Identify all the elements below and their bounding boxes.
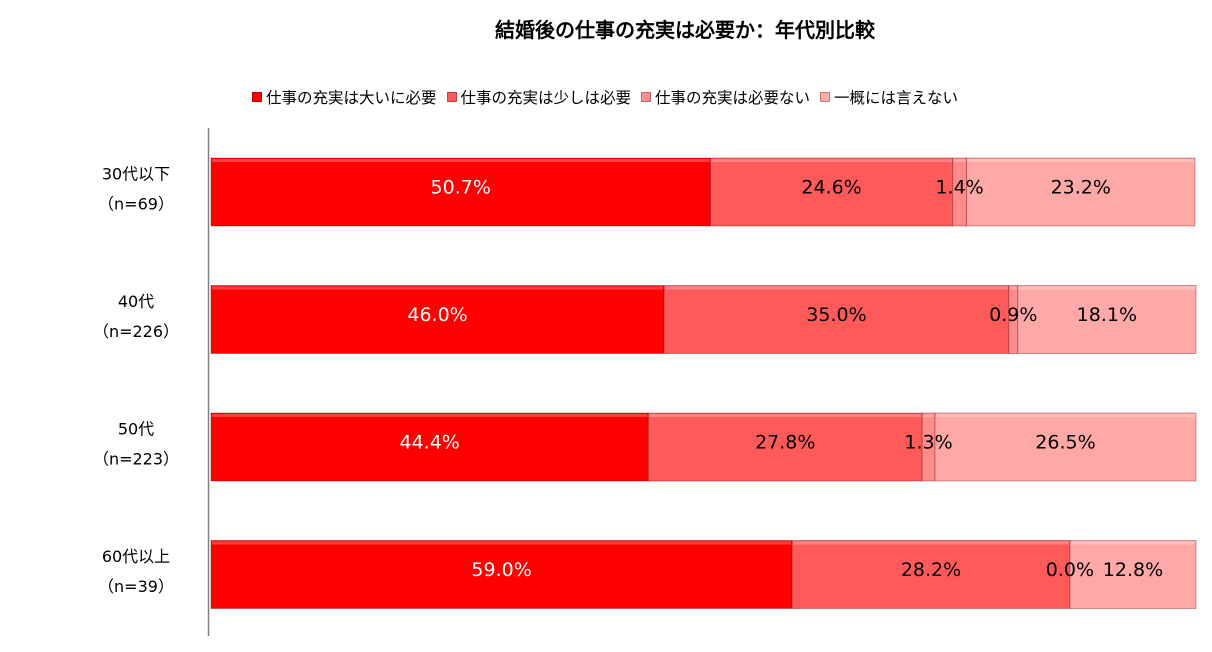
legend-swatch <box>820 92 831 102</box>
bar-highlight <box>953 159 966 162</box>
data-label: 27.8% <box>755 432 815 454</box>
bar-segment <box>934 412 1197 482</box>
data-label: 35.0% <box>806 304 866 326</box>
legend-item: 仕事の充実は必要ない <box>641 86 810 108</box>
category-sample-size: （n=69） <box>98 195 174 214</box>
bar-highlight <box>212 541 792 545</box>
bar-highlight <box>793 541 1069 545</box>
bar-segment <box>965 157 1196 227</box>
legend-label: 一概には言えない <box>834 89 959 107</box>
bar-segment <box>1069 540 1197 609</box>
category-label: 50代 <box>118 420 154 439</box>
legend-label: 仕事の充実は必要ない <box>655 89 811 107</box>
data-label: 59.0% <box>471 559 531 581</box>
bar-highlight <box>212 414 648 417</box>
legend-item: 一概には言えない <box>820 86 958 108</box>
category-sample-size: （n=226） <box>93 322 179 341</box>
bar-segment <box>1017 285 1197 354</box>
bar-highlight <box>1009 286 1017 290</box>
data-label: 46.0% <box>407 304 467 326</box>
bar-segment <box>210 412 649 482</box>
legend-label: 仕事の充実は大いに必要 <box>266 89 437 107</box>
bar-highlight <box>665 286 1008 290</box>
bar-highlight <box>923 414 934 417</box>
bar-segment <box>663 285 1010 354</box>
bar-segment <box>210 285 665 354</box>
legend-label: 仕事の充実は少しは必要 <box>460 89 632 107</box>
legend-item: 仕事の充実は少しは必要 <box>446 86 632 108</box>
data-label: 28.2% <box>901 559 961 581</box>
bar-highlight <box>212 286 664 290</box>
bar-highlight <box>711 159 952 162</box>
legend-swatch <box>446 92 457 102</box>
category-label: 60代以上 <box>102 547 170 566</box>
bar-highlight <box>212 159 710 162</box>
legend-swatch <box>641 92 652 102</box>
data-label: 0.9% <box>989 304 1037 326</box>
bar-segment <box>210 157 711 227</box>
data-label: 44.4% <box>399 432 459 454</box>
data-label: 26.5% <box>1035 432 1095 454</box>
bar-highlight <box>967 159 1195 162</box>
data-label: 1.4% <box>935 177 983 199</box>
bar-highlight <box>649 414 922 417</box>
bar-highlight <box>935 414 1195 417</box>
bar-segment <box>1008 285 1019 354</box>
category-sample-size: （n=39） <box>98 577 174 596</box>
data-label: 1.3% <box>904 432 952 454</box>
data-label: 12.8% <box>1103 559 1163 581</box>
bar-highlight <box>1018 286 1195 290</box>
bar-highlight <box>1070 541 1195 545</box>
bar-segment <box>709 157 954 227</box>
bar-segment <box>647 412 923 482</box>
category-sample-size: （n=223） <box>93 450 179 469</box>
legend-swatch <box>252 92 262 102</box>
data-label: 23.2% <box>1051 177 1111 199</box>
data-label: 0.0% <box>1046 559 1094 581</box>
chart-title: 結婚後の仕事の充実は必要か：年代別比較 <box>495 18 875 42</box>
category-label: 40代 <box>118 292 154 311</box>
data-label: 18.1% <box>1077 304 1137 326</box>
legend: 仕事の充実は大いに必要 仕事の充実は少しは必要 仕事の充実は必要ない 一概には言えない <box>252 86 968 108</box>
data-label: 24.6% <box>801 177 861 199</box>
legend-item: 仕事の充実は大いに必要 <box>252 86 437 108</box>
bar-segment <box>791 540 1071 609</box>
category-label: 30代以下 <box>102 165 170 184</box>
data-label: 50.7% <box>431 177 491 199</box>
bar-segment <box>210 540 793 609</box>
